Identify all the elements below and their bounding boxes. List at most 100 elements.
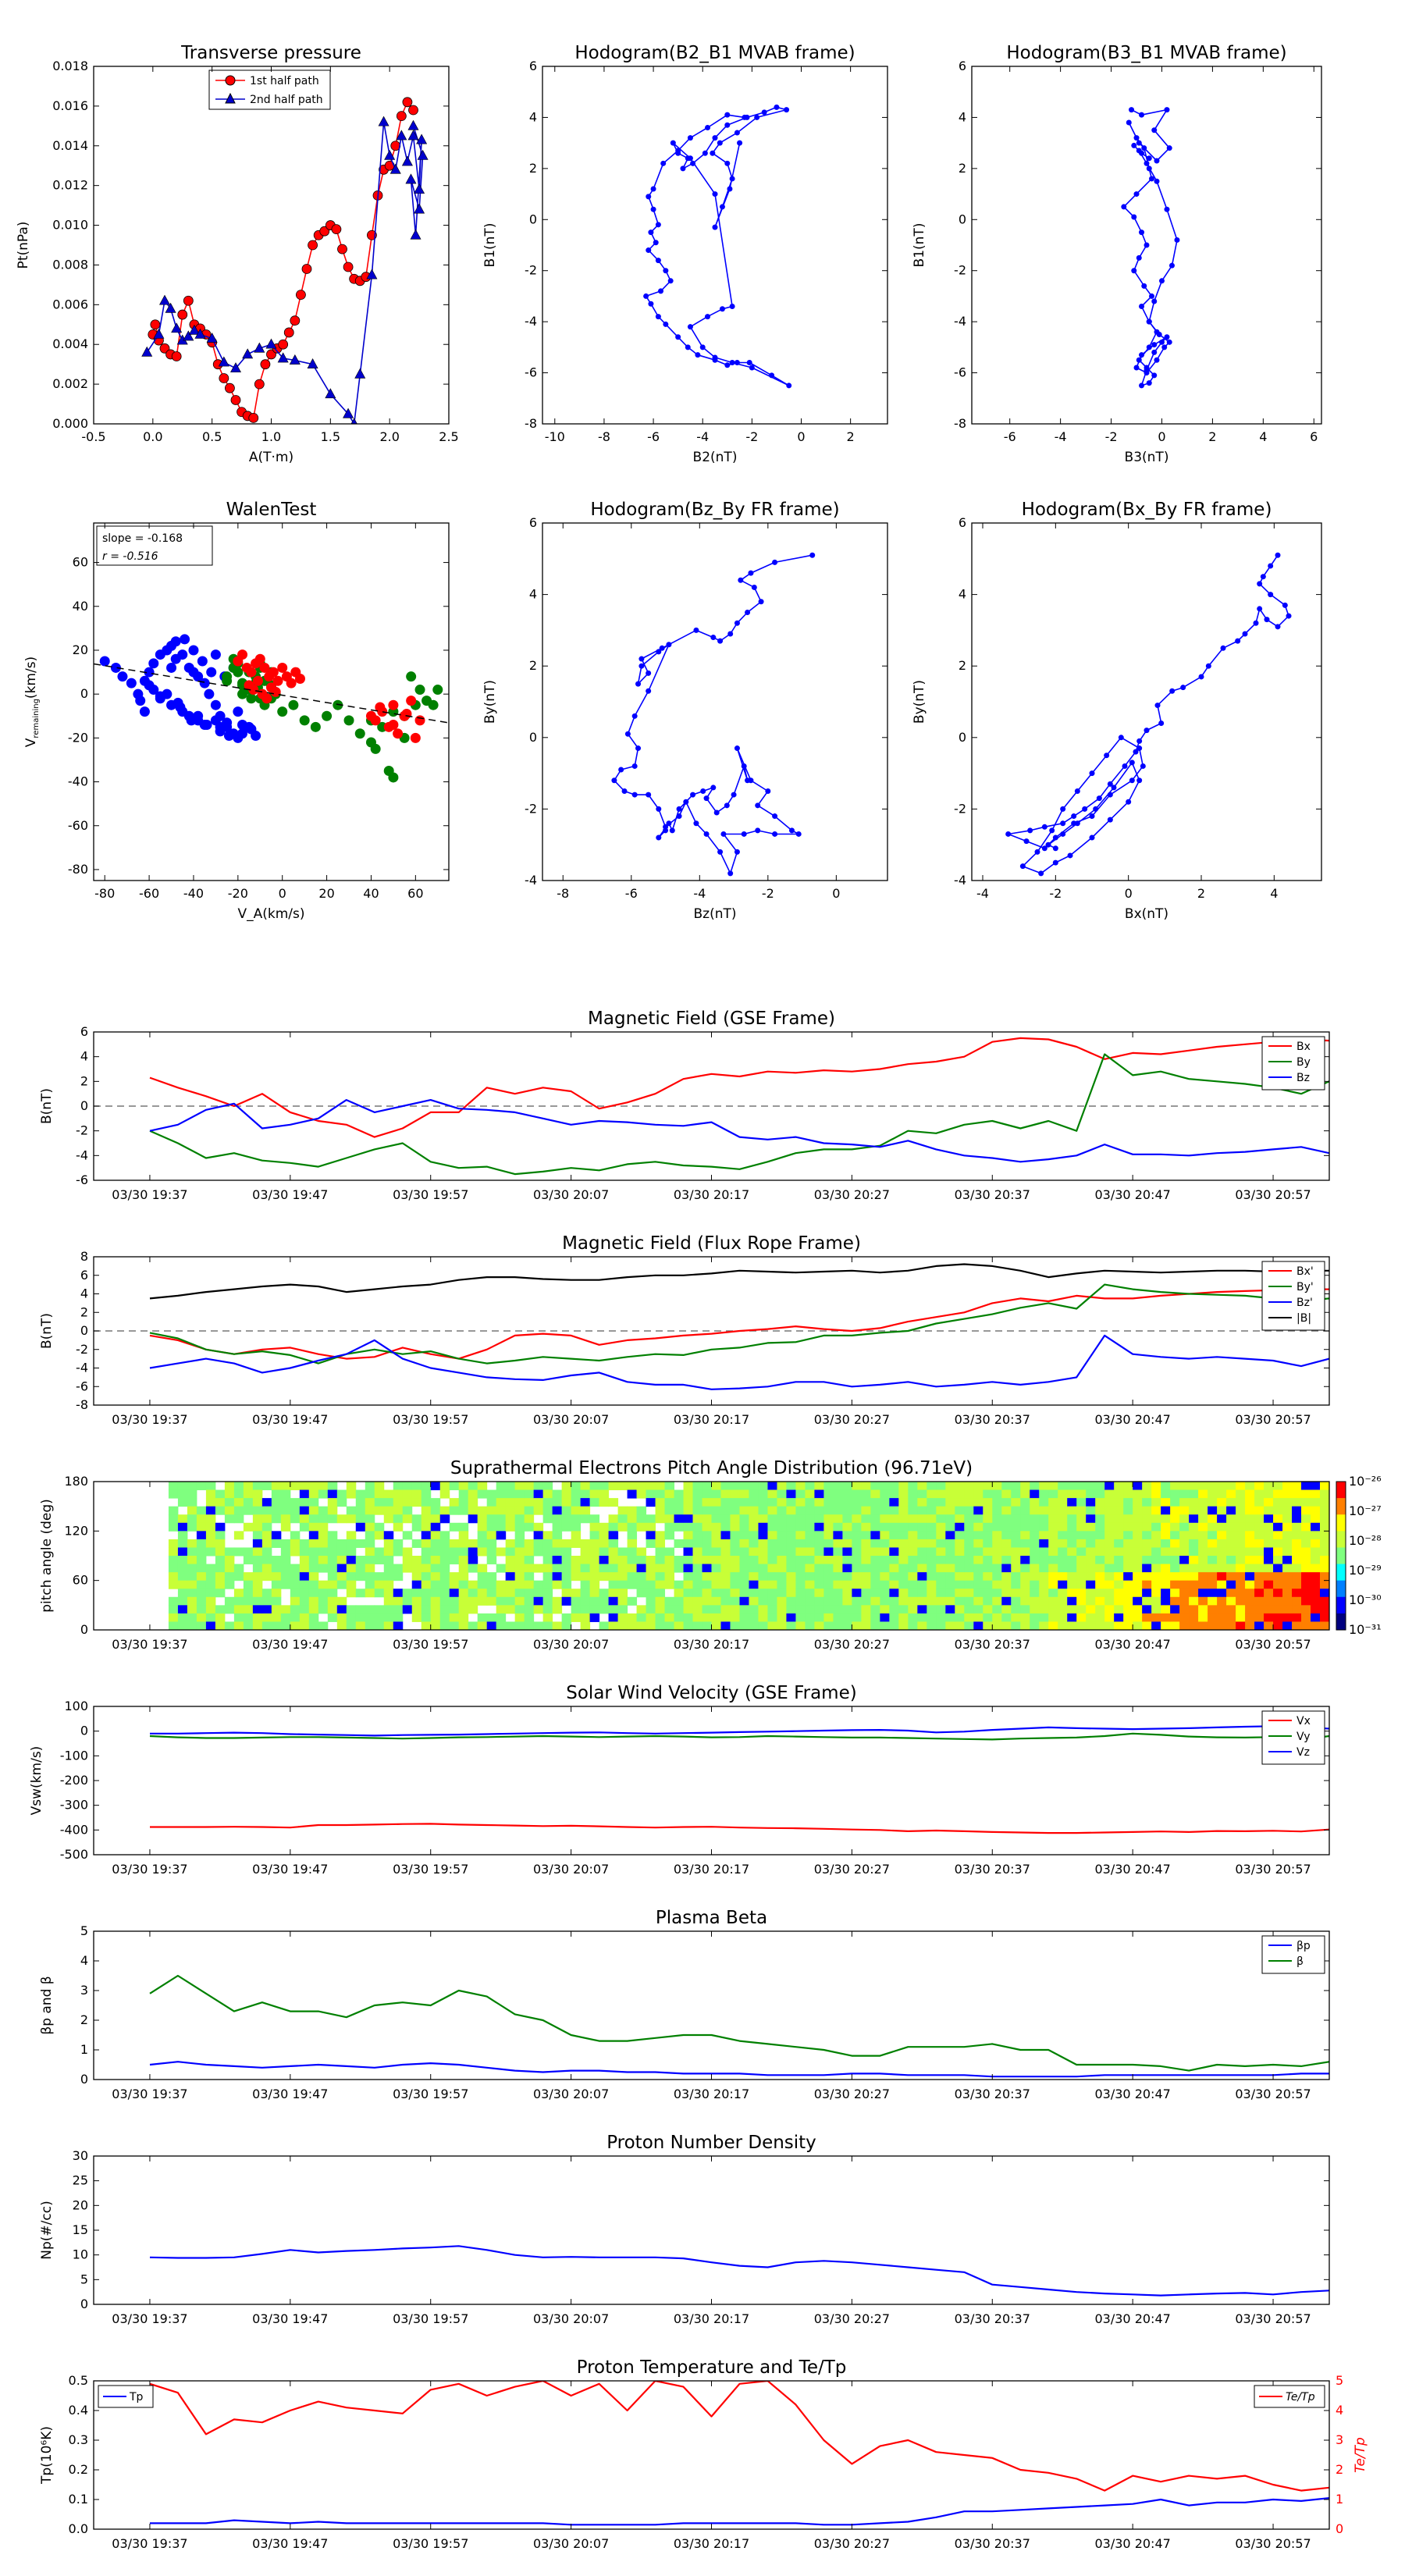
x-tick-label: 4: [1259, 429, 1267, 444]
pad-cell: [449, 1498, 460, 1507]
pad-cell: [1095, 1589, 1105, 1598]
pad-cell: [196, 1514, 207, 1524]
pad-cell: [1254, 1580, 1264, 1589]
pad-cell: [1264, 1621, 1274, 1630]
series-line: [149, 1288, 1329, 1360]
pad-cell: [1058, 1498, 1068, 1507]
data-point: [322, 710, 333, 721]
x-tick-label: -4: [1055, 429, 1067, 444]
pad-cell: [439, 1596, 450, 1606]
pad-cell: [1226, 1556, 1236, 1565]
pad-cell: [1301, 1556, 1311, 1565]
pad-cell: [833, 1572, 843, 1582]
pad-cell: [346, 1572, 357, 1582]
pad-cell: [1320, 1564, 1329, 1573]
pad-cell: [1114, 1506, 1124, 1515]
pad-cell: [758, 1613, 768, 1622]
pad-cell: [1198, 1522, 1208, 1532]
data-point: [165, 302, 176, 313]
pad-cell: [823, 1564, 834, 1573]
data-point: [307, 358, 318, 368]
pad-cell: [1264, 1506, 1274, 1515]
pad-cell: [1076, 1522, 1087, 1532]
pad-cell: [496, 1596, 507, 1606]
pad-cell: [1292, 1547, 1302, 1557]
pad-cell: [992, 1596, 1002, 1606]
pad-cell: [720, 1531, 731, 1540]
pad-cell: [973, 1547, 984, 1557]
colorbar-tick-label: 10⁻³⁰: [1349, 1592, 1382, 1607]
y-tick-label: -2: [525, 801, 537, 816]
pad-cell: [542, 1589, 553, 1598]
pad-cell: [430, 1547, 441, 1557]
pad-cell: [1058, 1489, 1068, 1499]
data-point: [388, 772, 399, 783]
pad-cell: [168, 1522, 179, 1532]
pad-cell: [365, 1539, 375, 1548]
pad-cell: [421, 1547, 432, 1557]
pad-cell: [449, 1580, 460, 1589]
pad-cell: [1189, 1539, 1199, 1548]
data-point: [150, 319, 161, 330]
pad-cell: [608, 1589, 619, 1598]
data-point: [290, 315, 301, 326]
pad-cell: [1011, 1498, 1021, 1507]
pad-cell: [449, 1539, 460, 1548]
pad-cell: [805, 1498, 815, 1507]
pad-cell: [1142, 1506, 1152, 1515]
pad-cell: [215, 1613, 226, 1622]
pad-cell: [983, 1572, 993, 1582]
pad-cell: [1217, 1547, 1227, 1557]
pad-cell: [927, 1506, 937, 1515]
data-point: [1144, 370, 1150, 376]
data-point: [712, 135, 718, 141]
pad-cell: [1151, 1613, 1161, 1622]
pad-cell: [542, 1605, 553, 1614]
pad-cell: [842, 1572, 852, 1582]
pad-cell: [1273, 1605, 1283, 1614]
legend-label: 2nd half path: [250, 94, 323, 106]
pad-cell: [1020, 1531, 1030, 1540]
pad-cell: [177, 1514, 188, 1524]
pad-cell: [973, 1596, 984, 1606]
pad-cell: [1208, 1572, 1218, 1582]
pad-cell: [777, 1613, 787, 1622]
pad-cell: [683, 1531, 694, 1540]
pad-cell: [870, 1539, 880, 1548]
pad-cell: [1245, 1613, 1255, 1622]
pad-cell: [318, 1506, 329, 1515]
data-point: [1146, 318, 1152, 325]
pad-cell: [542, 1613, 553, 1622]
pad-cell: [1133, 1580, 1143, 1589]
pad-cell: [449, 1506, 460, 1515]
pad-cell: [1254, 1605, 1264, 1614]
pad-cell: [655, 1482, 666, 1491]
pad-cell: [233, 1531, 244, 1540]
pad-cell: [955, 1556, 965, 1565]
pad-cell: [308, 1613, 319, 1622]
pad-cell: [215, 1564, 226, 1573]
pad-cell: [1189, 1564, 1199, 1573]
pad-cell: [908, 1522, 918, 1532]
pad-cell: [346, 1547, 357, 1557]
pad-cell: [1001, 1547, 1012, 1557]
pad-cell: [1198, 1589, 1208, 1598]
pad-cell: [430, 1498, 441, 1507]
pad-cell: [1170, 1522, 1180, 1532]
data-point: [201, 720, 212, 731]
pad-cell: [177, 1489, 188, 1499]
pad-cell: [674, 1556, 685, 1565]
pad-cell: [1301, 1522, 1311, 1532]
pad-cell: [1301, 1514, 1311, 1524]
pad-cell: [224, 1580, 235, 1589]
data-point: [1082, 806, 1088, 812]
y-tick-label: -2: [76, 1342, 88, 1357]
pad-cell: [355, 1514, 366, 1524]
panel-title: Hodogram(B3_B1 MVAB frame): [1006, 43, 1286, 63]
pad-cell: [1142, 1564, 1152, 1573]
pad-cell: [711, 1498, 721, 1507]
pad-cell: [1011, 1596, 1021, 1606]
data-layer: [168, 1482, 1329, 1630]
pad-cell: [1151, 1621, 1161, 1630]
pad-cell: [365, 1506, 375, 1515]
